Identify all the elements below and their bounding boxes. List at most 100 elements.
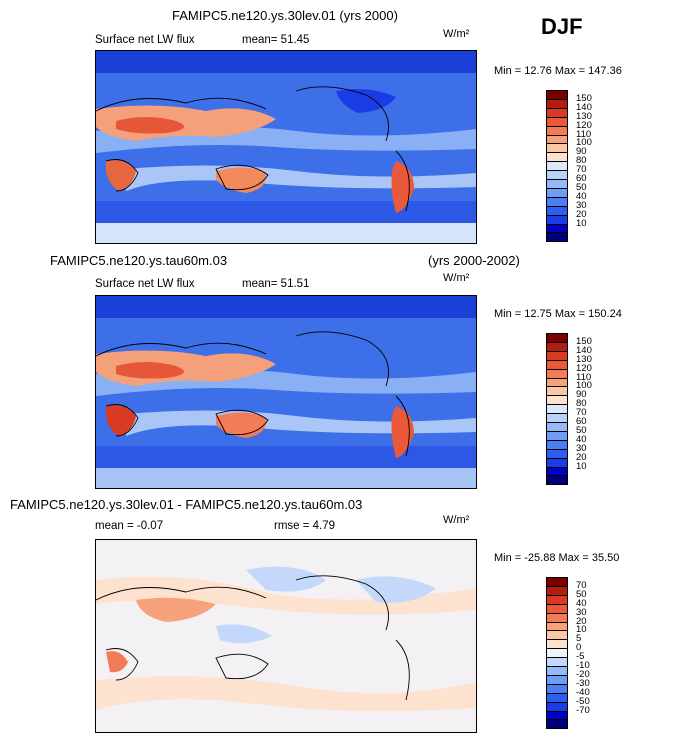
colorbar-tick-label: 120 [576,362,592,374]
panel-2-years: (yrs 2000-2002) [428,253,520,268]
colorbar-box [546,719,568,730]
panel-3-rmse: rmse = 4.79 [274,520,336,532]
colorbar-box [546,214,568,225]
colorbar-box [546,377,568,388]
colorbar-box [546,170,568,180]
colorbar-box [546,386,568,397]
colorbar-box [546,701,568,712]
colorbar-tick-label: -40 [576,686,590,698]
colorbar-tick-label: 10 [576,624,587,636]
colorbar-tick-label: 20 [576,451,587,463]
colorbar-box [546,187,568,198]
colorbar-box [546,639,568,650]
colorbar-box [546,439,568,450]
colorbar-box [546,90,568,100]
panel-2-mean: mean= 51.51 [242,278,310,290]
colorbar-box [546,232,568,243]
colorbar-box [546,585,568,596]
colorbar-tick-label: 40 [576,433,587,445]
colorbar-box [546,161,568,172]
panel-1-map [95,50,477,244]
colorbar-box [546,125,568,136]
colorbar-tick-label: 30 [576,442,587,454]
colorbar-box [546,657,568,667]
colorbar-tick-label: 10 [576,217,587,229]
colorbar-tick-label: 90 [576,146,587,158]
colorbar-tick-label: 140 [576,344,592,356]
colorbar-bottom-edge [546,728,568,730]
colorbar-box [546,107,568,118]
colorbar-box [546,368,568,379]
season-label: DJF [541,14,583,39]
colorbar-tick-label: 0 [576,642,582,654]
colorbar-box [546,152,568,163]
panel-2-map [95,295,477,489]
colorbar-tick-label: 100 [576,137,592,149]
colorbar-box [546,457,568,468]
colorbar-box [546,143,568,154]
colorbar-box [546,413,568,423]
panel-3-map [95,539,477,733]
colorbar-tick-label: 60 [576,416,587,427]
colorbar-box [546,475,568,486]
panel-3-minmax: Min = -25.88 Max = 35.50 [494,552,620,564]
panel-3-mean: mean = -0.07 [95,520,164,532]
colorbar-box [546,98,568,109]
colorbar-tick-label: -50 [576,695,590,707]
colorbar-box [546,466,568,477]
colorbar-tick-label: 30 [576,606,587,618]
colorbar-box [546,179,568,189]
colorbar-bottom-edge [546,241,568,243]
colorbar-tick-label: 130 [576,110,592,122]
colorbar-tick-label: 90 [576,389,587,401]
colorbar-tick-label: 100 [576,380,592,392]
panel-2-minmax: Min = 12.75 Max = 150.24 [494,308,622,320]
colorbar-box [546,603,568,614]
colorbar-tick-label: 50 [576,588,587,600]
colorbar-box [546,692,568,703]
colorbar-box [546,683,568,694]
colorbar-box [546,341,568,352]
colorbar-tick-label: -10 [576,660,590,671]
colorbar-tick-label: -5 [576,651,585,663]
colorbar-box [546,404,568,415]
colorbar-tick-label: 50 [576,424,587,436]
colorbar-tick-label: 70 [576,164,587,176]
colorbar-tick-label: 110 [576,371,592,383]
panel-3-units: W/m² [443,514,470,526]
colorbar-box [546,205,568,216]
colorbar-tick-label: -70 [576,704,590,716]
colorbar-box [546,594,568,605]
colorbar-tick-label: 30 [576,199,587,211]
colorbar-tick-label: 20 [576,208,587,220]
panel-1-title: FAMIPC5.ne120.ys.30lev.01 (yrs 2000) [172,8,398,23]
colorbar-tick-label: -30 [576,677,590,689]
colorbar-tick-label: 5 [576,633,582,645]
colorbar-tick-label: 150 [576,335,592,347]
colorbar-tick-label: 70 [576,579,587,591]
colorbar-tick-label: 40 [576,190,587,202]
panel-1-minmax: Min = 12.76 Max = 147.36 [494,65,622,77]
colorbar-box [546,134,568,145]
colorbar-box [546,196,568,207]
colorbar-box [546,674,568,685]
colorbar-box [546,359,568,370]
panel-2-map-graphic [96,296,476,488]
colorbar-box [546,223,568,234]
colorbar-box [546,448,568,459]
colorbar-tick-label: 80 [576,398,587,410]
panel-1-map-graphic [96,51,476,243]
colorbar-tick-label: 140 [576,101,592,113]
colorbar-box [546,350,568,361]
panel-2-units: W/m² [443,272,470,284]
colorbar-box [546,612,568,623]
panel-3-title: FAMIPC5.ne120.ys.30lev.01 - FAMIPC5.ne12… [10,497,363,512]
colorbar-box [546,395,568,406]
colorbar-tick-label: 80 [576,155,587,167]
colorbar-tick-label: 10 [576,460,587,472]
colorbar-tick-label: 130 [576,353,592,365]
panel-1-mean: mean= 51.45 [242,34,310,46]
colorbar-box [546,333,568,343]
colorbar-tick-label: 120 [576,119,592,131]
panel-2-title: FAMIPC5.ne120.ys.tau60m.03 [50,253,228,268]
